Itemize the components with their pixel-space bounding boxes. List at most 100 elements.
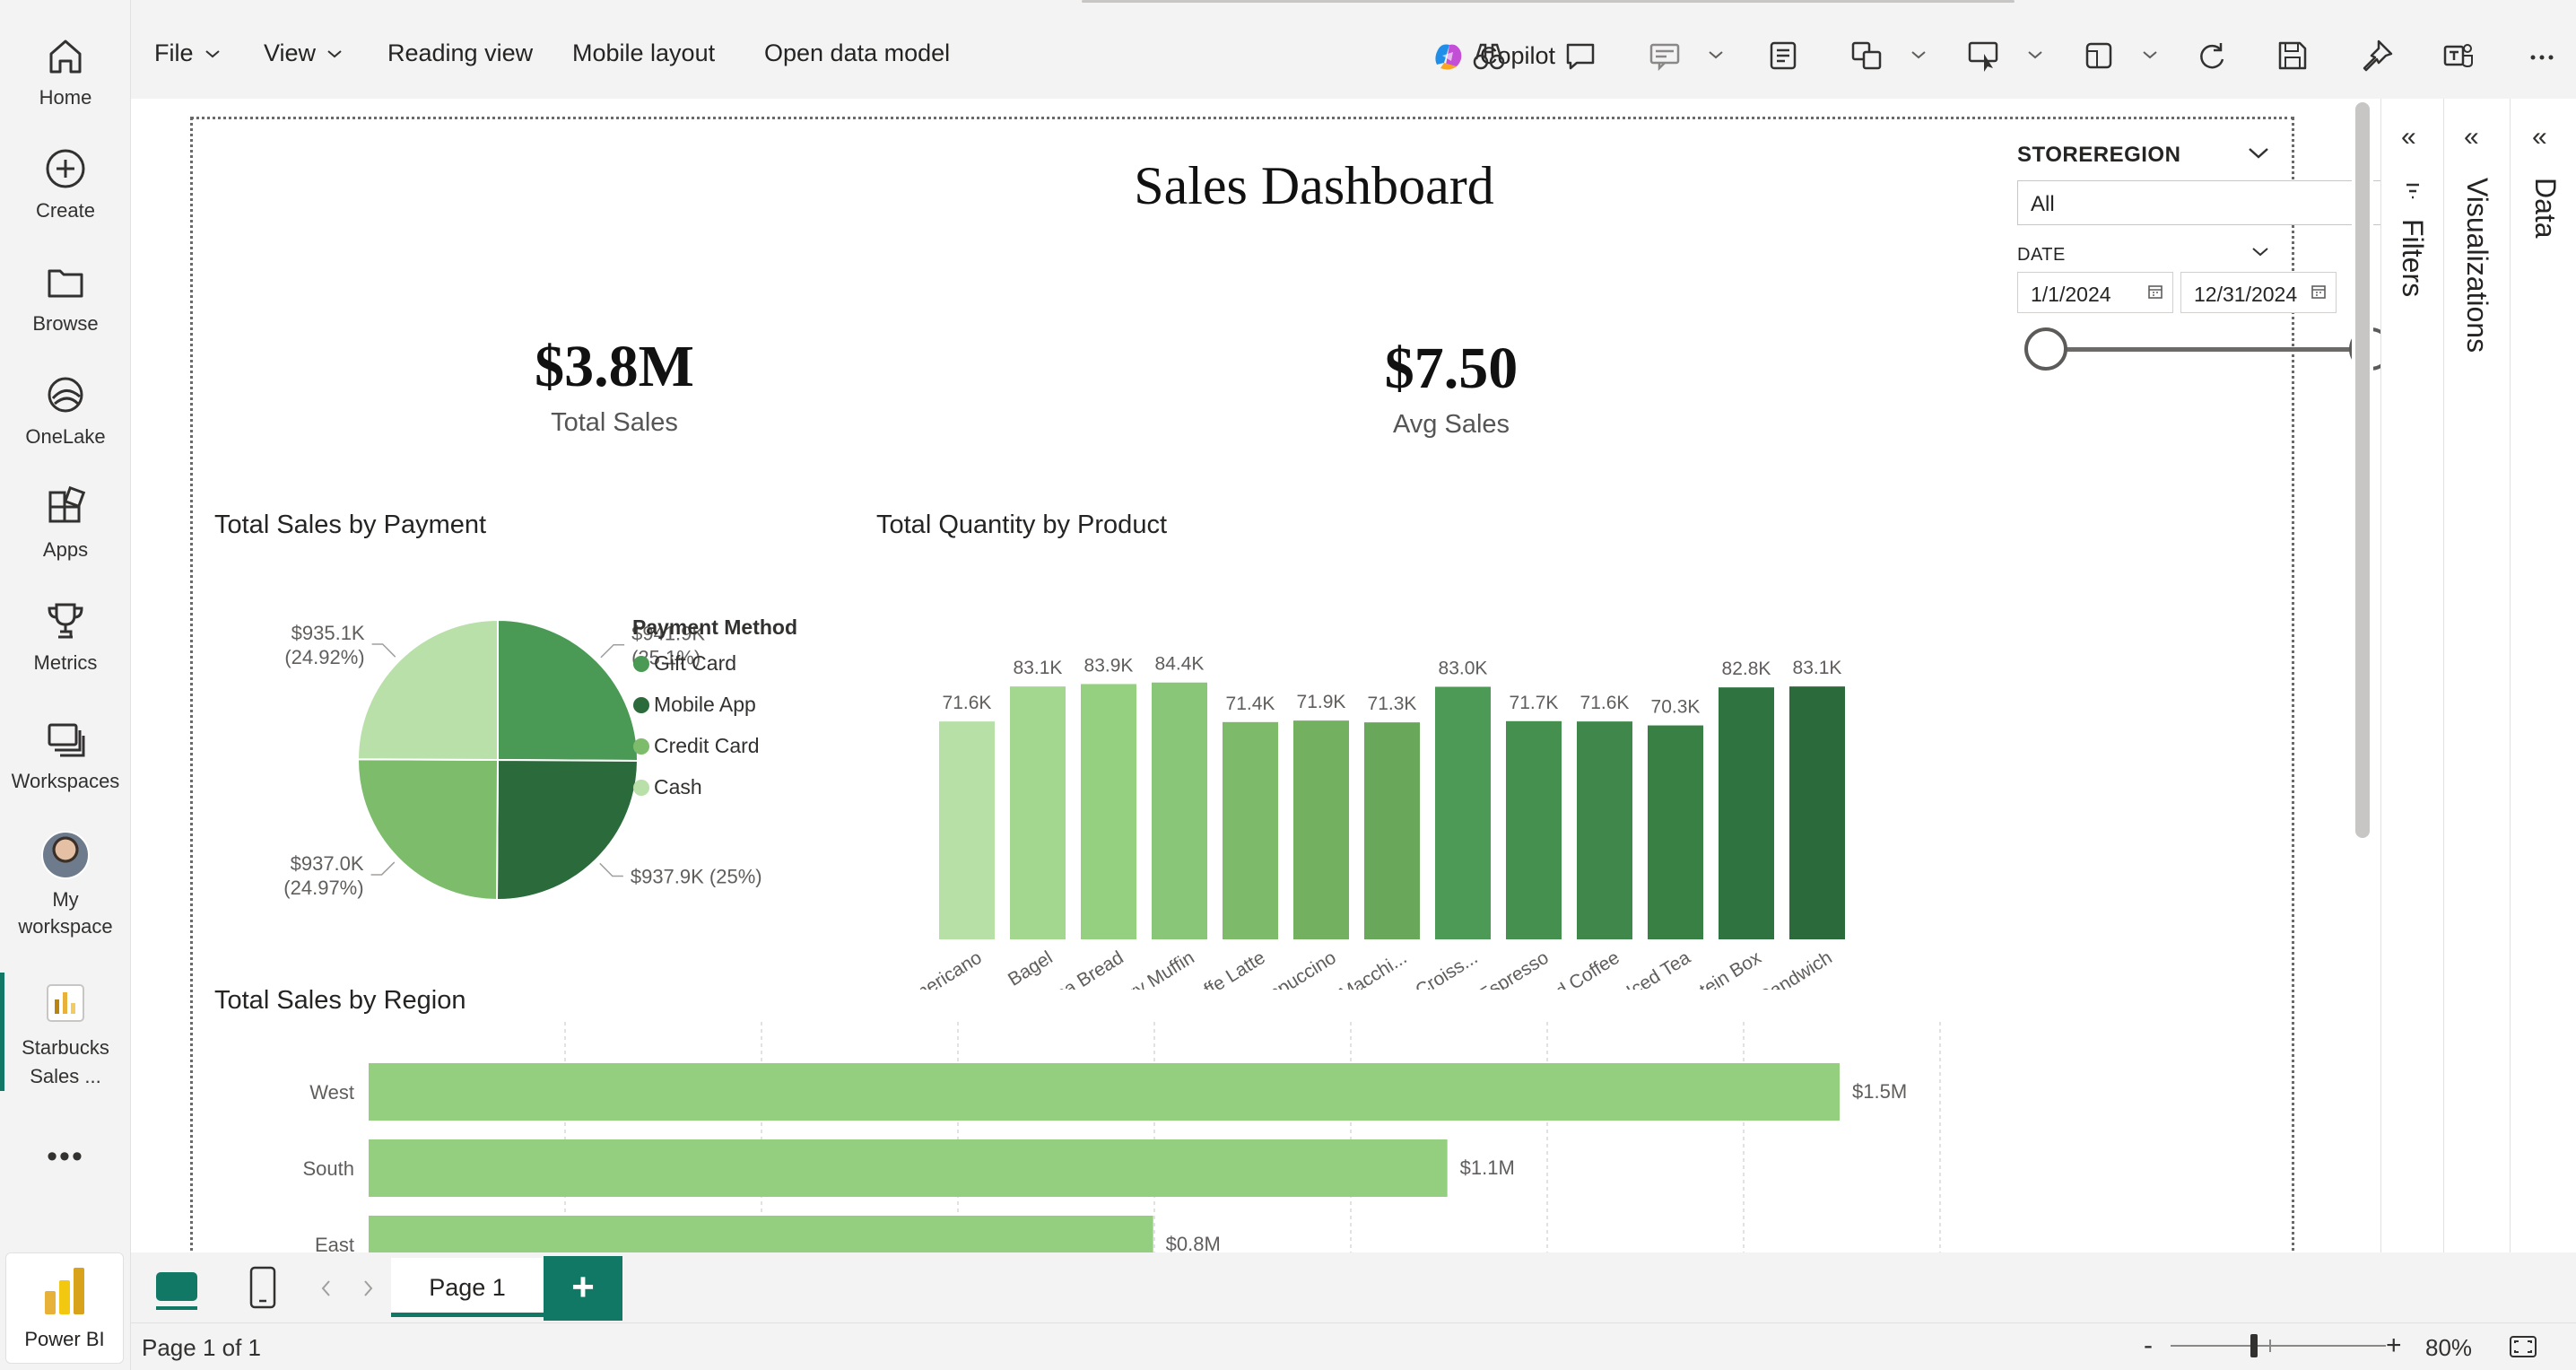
reading-view-button[interactable]: Reading view — [387, 39, 534, 66]
chevron-down-icon[interactable] — [2250, 245, 2270, 259]
power-bi-logo-icon — [45, 1268, 84, 1314]
page-view-icon[interactable] — [2081, 38, 2117, 74]
x-tick-label: Bagel — [1005, 947, 1057, 990]
pin-icon[interactable] — [2359, 38, 2395, 74]
bar-americano[interactable] — [939, 721, 995, 939]
payment-pie-chart[interactable]: $941.9K (25.1%)$937.9K (25%)$937.0K (24.97… — [193, 559, 875, 954]
legend-item-mobile-app[interactable]: Mobile App — [654, 693, 756, 716]
zoom-slider-track[interactable] — [2171, 1345, 2386, 1347]
add-page-button[interactable]: + — [544, 1256, 622, 1321]
nav-starbucks-sales-label: Starbucks Sales ... — [22, 1036, 109, 1087]
bar-chocolate-croiss-[interactable] — [1435, 686, 1491, 939]
open-data-model-button[interactable]: Open data model — [764, 39, 951, 66]
canvas-vertical-scrollbar[interactable] — [2352, 99, 2373, 1252]
chevron-down-icon[interactable] — [2247, 144, 2270, 161]
subscribe-icon[interactable] — [1647, 38, 1683, 74]
collapse-visualizations-icon[interactable]: « — [2464, 122, 2479, 152]
collapse-filters-icon[interactable]: « — [2401, 122, 2416, 152]
total-sales-value[interactable]: $3.8M — [535, 334, 694, 399]
data-pane-label: Data — [2529, 178, 2562, 239]
present-icon[interactable] — [1966, 38, 2002, 74]
nav-more[interactable]: ••• — [0, 1139, 131, 1174]
storeregion-dropdown[interactable]: All — [2017, 180, 2380, 225]
file-menu[interactable]: File — [154, 39, 221, 67]
pie-leader-line — [371, 643, 396, 658]
notes-icon[interactable] — [1765, 38, 1801, 74]
home-icon — [49, 39, 82, 74]
storeregion-slicer-title: STOREREGION — [2017, 143, 2181, 167]
nav-starbucks-sales[interactable]: Starbucks Sales ... — [0, 980, 131, 1091]
zoom-in-button[interactable]: + — [2386, 1331, 2402, 1360]
nav-create[interactable]: Create — [0, 145, 131, 224]
region-bar-chart[interactable]: West $1.5M South $1.1M East $0.8M — [193, 1022, 2041, 1252]
collapse-data-icon[interactable]: « — [2532, 122, 2547, 152]
mobile-layout-icon[interactable] — [248, 1265, 280, 1312]
view-menu[interactable]: View — [264, 39, 343, 67]
chevron-down-icon[interactable] — [2142, 48, 2158, 61]
legend-item-cash[interactable]: Cash — [654, 775, 702, 798]
copilot-icon — [1435, 44, 1462, 70]
zoom-out-button[interactable]: - — [2144, 1331, 2153, 1360]
binoculars-icon[interactable] — [1471, 38, 1507, 74]
nav-workspaces[interactable]: Workspaces — [0, 716, 131, 795]
avg-sales-label: Avg Sales — [1392, 410, 1510, 439]
storeregion-selected-value: All — [2031, 192, 2055, 216]
bar-banana-bread[interactable] — [1081, 684, 1136, 939]
date-range-start-handle[interactable] — [2024, 327, 2067, 371]
comment-icon[interactable] — [1562, 38, 1598, 74]
fit-to-page-icon[interactable] — [2508, 1334, 2538, 1359]
avg-sales-value[interactable]: $7.50 — [1384, 336, 1519, 401]
bar-blueberry-muffin[interactable] — [1152, 682, 1207, 939]
desktop-layout-icon[interactable] — [152, 1265, 201, 1313]
teams-icon[interactable] — [2440, 38, 2476, 74]
scrollbar-thumb[interactable] — [2355, 102, 2370, 838]
chevron-down-icon[interactable] — [2027, 48, 2043, 61]
mobile-layout-button[interactable]: Mobile layout — [572, 39, 716, 66]
bar-cappuccino[interactable] — [1293, 720, 1349, 939]
pie-slice-cash[interactable] — [356, 618, 499, 762]
refresh-icon[interactable] — [2194, 38, 2230, 74]
bar-iced-coffee[interactable] — [1577, 721, 1632, 939]
bar-turkey-sandwich[interactable] — [1789, 686, 1845, 939]
bar-caffe-latte[interactable] — [1223, 721, 1278, 939]
chevron-down-icon[interactable] — [1708, 48, 1724, 61]
chevron-left-icon[interactable] — [319, 1278, 334, 1299]
date-end-input[interactable]: 12/31/2024 — [2180, 272, 2337, 313]
bar-region-west[interactable] — [369, 1063, 1840, 1121]
shapes-icon[interactable] — [1849, 38, 1885, 74]
date-start-input[interactable]: 1/1/2024 — [2017, 272, 2173, 313]
bar-iced-tea[interactable] — [1648, 725, 1703, 939]
nav-home-label: Home — [39, 86, 92, 109]
pie-slice-mobile-app[interactable] — [495, 758, 640, 901]
bar-protein-box[interactable] — [1719, 687, 1774, 939]
data-pane[interactable]: « Data — [2510, 99, 2576, 1252]
zoom-slider-thumb[interactable] — [2250, 1334, 2258, 1357]
page-tab-page-1[interactable]: Page 1 — [391, 1258, 544, 1317]
nav-onelake[interactable]: OneLake — [0, 371, 131, 450]
pie-slice-gift-card[interactable] — [497, 618, 639, 763]
chevron-down-icon[interactable] — [1910, 48, 1927, 61]
chevron-right-icon[interactable] — [361, 1278, 375, 1299]
nav-browse[interactable]: Browse — [0, 258, 131, 337]
nav-my-workspace[interactable]: My workspace — [0, 831, 131, 940]
report-page: Sales Dashboard $3.8M Total Sales $7.50 … — [190, 117, 2380, 1252]
save-icon[interactable] — [2275, 38, 2311, 74]
legend-item-credit-card[interactable]: Credit Card — [654, 734, 760, 757]
nav-apps[interactable]: Apps — [0, 484, 131, 563]
bar-region-south[interactable] — [369, 1139, 1448, 1197]
bar-espresso[interactable] — [1506, 720, 1562, 939]
filters-pane[interactable]: « Filters — [2380, 99, 2443, 1252]
power-bi-switcher[interactable]: Power BI — [5, 1252, 124, 1364]
page-indicator: Page 1 of 1 — [142, 1334, 261, 1361]
bar-caramel-macchi-[interactable] — [1364, 722, 1420, 939]
pie-slice-credit-card[interactable] — [357, 758, 500, 902]
more-options-icon[interactable] — [2524, 38, 2560, 74]
nav-metrics[interactable]: Metrics — [0, 598, 131, 676]
visualizations-pane[interactable]: « Visualizations — [2443, 99, 2510, 1252]
legend-item-gift-card[interactable]: Gift Card — [654, 651, 736, 675]
bar-bagel[interactable] — [1010, 686, 1066, 939]
bar-region-east[interactable] — [369, 1216, 1153, 1252]
ribbon: File View Reading view Mobile layout Ope… — [131, 0, 2576, 99]
nav-home[interactable]: Home — [0, 32, 131, 111]
